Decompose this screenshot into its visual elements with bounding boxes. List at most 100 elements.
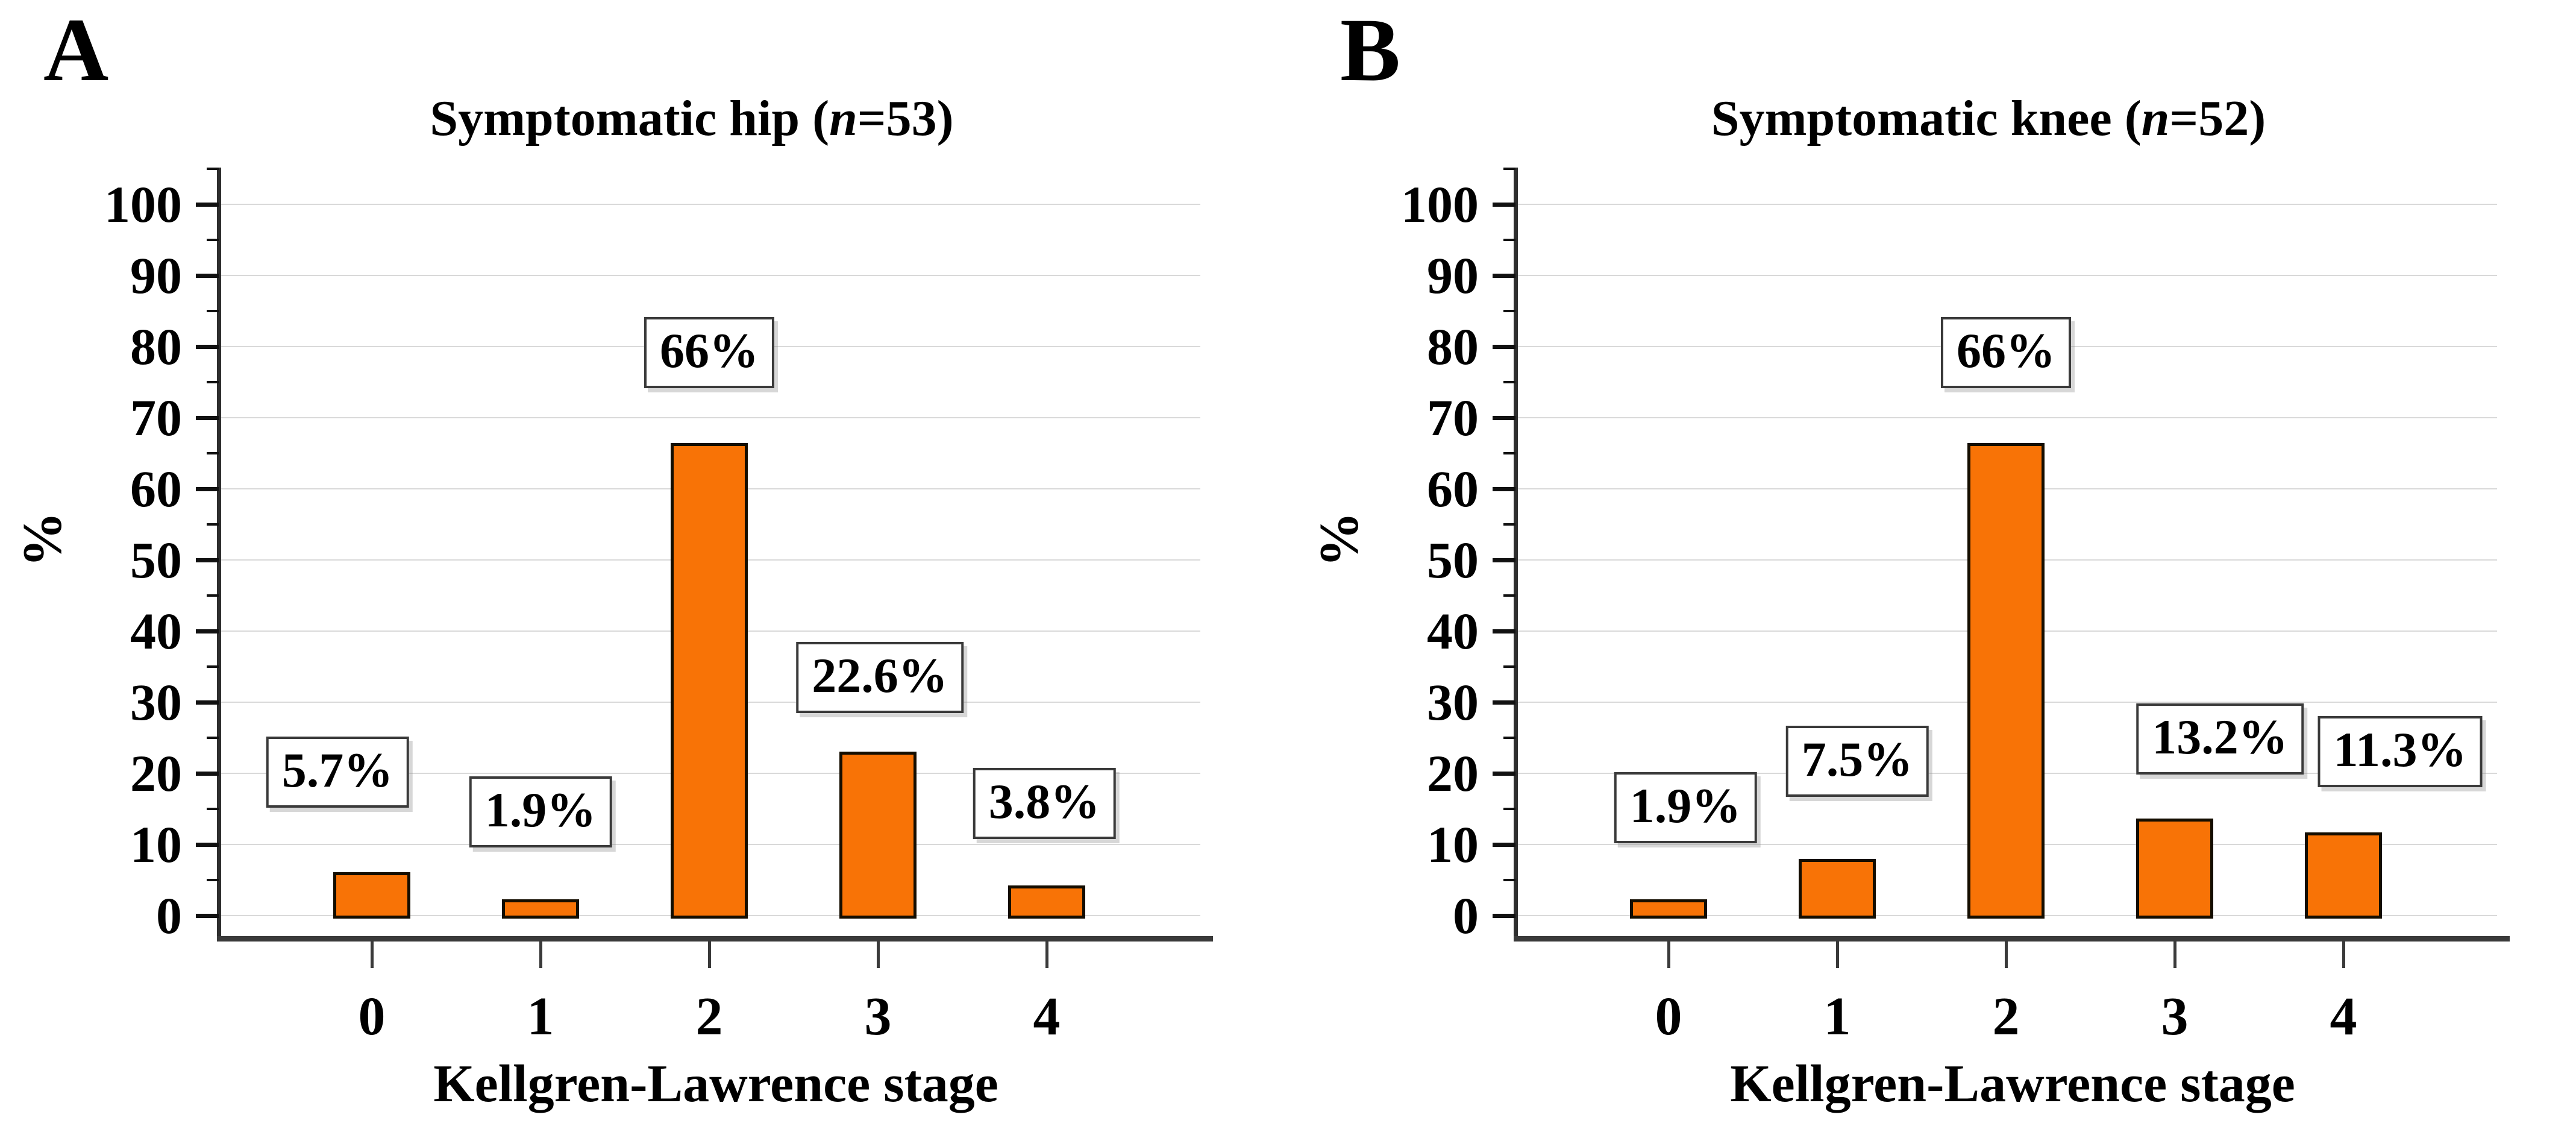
y-tick-label-30: 30 [130, 673, 182, 731]
y-minor-tick-85 [1503, 310, 1515, 312]
x-axis-title-a: Kellgren-Lawrence stage [433, 1055, 998, 1113]
y-minor-tick-95 [207, 239, 219, 241]
gridline-90 [217, 275, 1200, 276]
y-minor-tick-5 [1503, 879, 1515, 881]
y-major-tick-10 [1493, 843, 1515, 847]
x-tick-label-2: 2 [1992, 987, 2020, 1046]
bar-value-label-0: 5.7% [266, 737, 409, 808]
y-tick-label-10: 10 [1427, 816, 1479, 873]
bar-value-label-2: 66% [1941, 316, 2071, 388]
gridline-70 [217, 417, 1200, 418]
bar-stage-2 [1967, 443, 2045, 919]
bar-stage-3 [2136, 819, 2213, 919]
y-major-tick-0 [1493, 914, 1515, 918]
y-axis-spine [1514, 168, 1518, 942]
y-major-tick-40 [196, 629, 219, 633]
y-major-tick-80 [1493, 345, 1515, 349]
y-tick-label-80: 80 [1427, 318, 1479, 376]
y-minor-tick-25 [1503, 737, 1515, 739]
title-text: Symptomatic hip ( [430, 90, 830, 146]
x-tick-4 [2342, 942, 2345, 968]
y-major-tick-90 [1493, 274, 1515, 278]
y-tick-label-20: 20 [130, 744, 182, 802]
bar-stage-1 [502, 899, 579, 919]
y-tick-label-20: 20 [1427, 744, 1479, 802]
x-axis-spine [217, 936, 1213, 942]
bar-stage-1 [1799, 859, 1876, 919]
y-minor-tick-55 [207, 523, 219, 526]
x-axis-spine [1514, 936, 2510, 942]
bar-stage-0 [1630, 899, 1707, 919]
y-tick-label-40: 40 [1427, 602, 1479, 660]
bar-stage-2 [671, 443, 748, 919]
y-minor-tick-85 [207, 310, 219, 312]
y-tick-label-70: 70 [130, 389, 182, 447]
x-tick-label-0: 0 [358, 987, 386, 1046]
y-minor-tick-105 [1503, 168, 1515, 170]
y-tick-label-100: 100 [104, 175, 182, 233]
y-minor-tick-35 [1503, 665, 1515, 668]
x-axis-title-b: Kellgren-Lawrence stage [1730, 1055, 2295, 1113]
y-major-tick-20 [1493, 772, 1515, 776]
y-minor-tick-5 [207, 879, 219, 881]
y-minor-tick-55 [1503, 523, 1515, 526]
y-minor-tick-45 [1503, 594, 1515, 597]
panel-letter-a: A [43, 0, 109, 100]
y-tick-label-100: 100 [1401, 175, 1479, 233]
x-tick-2 [2005, 942, 2008, 968]
bar-value-label-4: 11.3% [2317, 715, 2483, 787]
y-major-tick-80 [196, 345, 219, 349]
y-major-tick-30 [1493, 700, 1515, 705]
x-tick-1 [1836, 942, 1839, 968]
bar-value-label-3: 22.6% [796, 642, 964, 714]
y-tick-label-50: 50 [1427, 531, 1479, 589]
y-tick-label-0: 0 [156, 887, 182, 945]
y-major-tick-0 [196, 914, 219, 918]
y-tick-label-70: 70 [1427, 389, 1479, 447]
y-major-tick-100 [196, 203, 219, 207]
bar-stage-4 [1008, 885, 1085, 919]
x-tick-2 [708, 942, 711, 968]
y-major-tick-50 [1493, 558, 1515, 562]
x-tick-4 [1045, 942, 1048, 968]
bar-stage-3 [839, 752, 917, 919]
x-tick-label-4: 4 [2330, 987, 2357, 1046]
y-minor-tick-105 [207, 168, 219, 170]
panel-letter-b: B [1340, 0, 1401, 100]
bar-value-label-2: 66% [644, 316, 774, 388]
y-minor-tick-75 [1503, 381, 1515, 383]
title-text: Symptomatic knee ( [1711, 90, 2142, 146]
y-tick-label-0: 0 [1453, 887, 1479, 945]
chart-title-b: Symptomatic knee (n=52) [1500, 89, 2477, 148]
y-tick-label-60: 60 [130, 460, 182, 518]
y-tick-label-80: 80 [130, 318, 182, 376]
chart-title-a: Symptomatic hip (n=53) [204, 89, 1180, 148]
y-tick-label-10: 10 [130, 816, 182, 873]
y-major-tick-30 [196, 700, 219, 705]
y-tick-label-30: 30 [1427, 673, 1479, 731]
x-tick-1 [539, 942, 542, 968]
y-tick-label-90: 90 [130, 247, 182, 304]
title-suffix: =53) [857, 90, 954, 146]
y-major-tick-100 [1493, 203, 1515, 207]
gridline-100 [1514, 204, 2497, 205]
y-minor-tick-35 [207, 665, 219, 668]
y-tick-label-50: 50 [130, 531, 182, 589]
y-major-tick-60 [196, 487, 219, 491]
title-suffix: =52) [2169, 90, 2266, 146]
y-major-tick-20 [196, 772, 219, 776]
y-major-tick-60 [1493, 487, 1515, 491]
x-tick-label-4: 4 [1033, 987, 1061, 1046]
x-tick-label-3: 3 [864, 987, 892, 1046]
y-major-tick-40 [1493, 629, 1515, 633]
bar-value-label-3: 13.2% [2136, 703, 2304, 775]
y-tick-label-90: 90 [1427, 247, 1479, 304]
bar-value-label-1: 7.5% [1785, 726, 1929, 797]
y-major-tick-70 [196, 416, 219, 420]
x-tick-label-1: 1 [1823, 987, 1851, 1046]
x-tick-label-0: 0 [1655, 987, 1682, 1046]
y-minor-tick-65 [207, 452, 219, 454]
panel-b: B Symptomatic knee (n=52) % 0 10 20 30 40 50 6… [1297, 0, 2576, 1138]
y-major-tick-50 [196, 558, 219, 562]
